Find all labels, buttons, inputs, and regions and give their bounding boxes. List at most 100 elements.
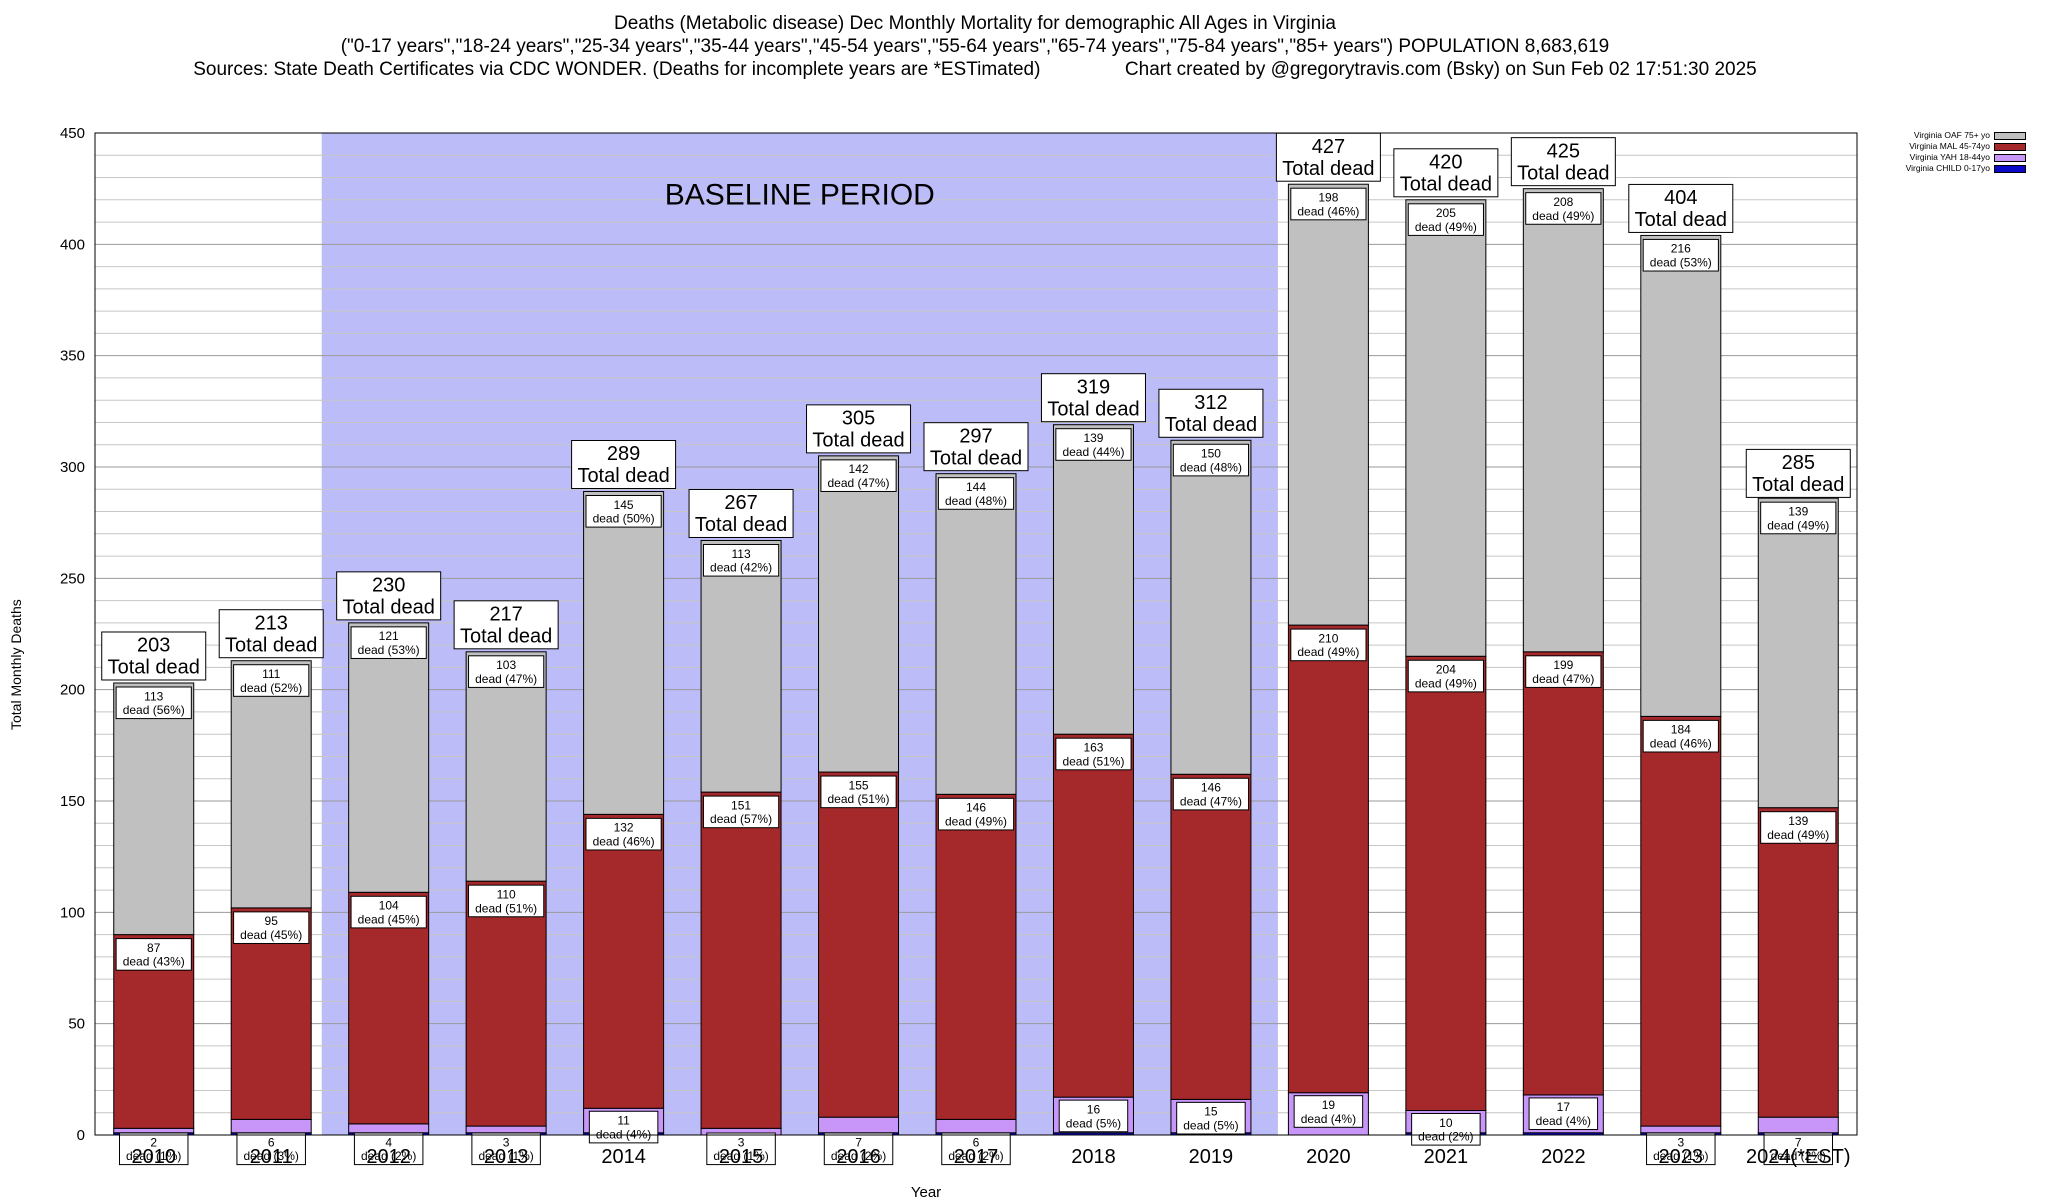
segment-label: dead (47%) [1180,794,1242,808]
segment-label: 110 [497,887,516,901]
total-label: 213 [255,612,288,634]
segment-label-box [115,938,192,971]
segment-label-box [1760,501,1837,535]
segment-label: 199 [1553,658,1573,672]
legend-swatch [1994,154,2026,162]
total-label: 289 [607,443,640,465]
segment-label: dead (47%) [475,672,537,686]
bar-segment [1287,624,1369,1094]
x-tick-label: 2023 [1659,1146,1704,1168]
segment-label-box [233,911,310,944]
plot-frame [94,132,1858,1136]
segment-label: dead (49%) [1297,645,1359,659]
segment-label: dead (47%) [828,476,890,490]
segment-label: 11 [617,1114,630,1128]
bar-segment [1052,424,1134,735]
segment-label-box [115,686,192,720]
segment-label-box [1058,1099,1129,1133]
segment-label: 2 [150,1135,157,1149]
x-tick-label: 2017 [954,1146,999,1168]
segment-label: 19 [1322,1098,1336,1112]
total-label: 285 [1782,452,1815,474]
total-label: Total dead [1635,209,1727,231]
y-tick-label: 100 [60,904,85,921]
segment-label: dead (1%) [713,1149,768,1163]
segment-label-box [1525,192,1602,225]
segment-label-box [585,817,662,851]
segment-label-box [1172,777,1250,811]
segment-label: dead (57%) [710,812,772,826]
total-label: Total dead [1752,474,1844,496]
total-label: Total dead [108,657,200,679]
legend-label: Virginia MAL 45-74yo [1909,141,1990,151]
bar-segment [1522,651,1604,1096]
bar-segment [1640,715,1722,1127]
bar-segment [700,791,782,1129]
total-label: 217 [489,603,522,625]
x-axis-label: Year [911,1184,941,1200]
segment-label: dead (51%) [475,901,537,915]
segment-label: dead (48%) [1180,460,1242,474]
segment-label: dead (47%) [1532,672,1594,686]
segment-label: 145 [614,498,634,512]
total-label: 203 [137,635,170,657]
total-label: Total dead [695,514,787,536]
x-tick-label: 2019 [1189,1146,1234,1168]
chart-legend: Virginia OAF 75+ yo Virginia MAL 45-74yo V… [1880,130,2030,174]
legend-label: Virginia OAF 75+ yo [1913,130,1990,140]
legend-swatch [1994,132,2026,140]
segment-label: 146 [1201,781,1221,795]
x-tick-label: 2011 [250,1146,293,1168]
x-tick-label: 2012 [366,1146,411,1168]
segment-label: 87 [147,941,161,955]
bar-segment [348,622,430,893]
segment-label: 103 [496,658,516,672]
total-label-box [1510,137,1616,187]
total-label: Total dead [577,465,669,487]
segment-label: 184 [1671,723,1691,737]
x-tick-label: 2022 [1541,1146,1586,1168]
segment-label: 121 [379,629,399,643]
segment-label: dead (49%) [1767,518,1829,532]
bar-segment [230,1118,312,1134]
bar-segment [935,793,1017,1120]
segment-label: 95 [265,914,279,928]
x-tick-label: 2016 [836,1146,881,1168]
segment-label-box [1525,655,1602,688]
total-label: 420 [1429,151,1462,173]
total-label-box [688,488,794,538]
chart-sources: Sources: State Death Certificates via CD… [193,59,1757,80]
segment-label: dead (3%) [244,1149,299,1163]
segment-label: 3 [1677,1135,1684,1149]
x-tick-label: 2020 [1306,1146,1351,1168]
bar-segment [583,813,665,1109]
segment-label-box [1642,238,1719,272]
bar-segment [1757,497,1839,809]
x-tick-label: 2014 [601,1146,646,1168]
segment-label-box [1411,1113,1481,1146]
segment-label-box [1528,1097,1599,1131]
bar-segment [935,473,1017,795]
bar-segment [818,771,900,1118]
bar-segment [1522,188,1604,653]
bar-segment [818,1116,900,1134]
segment-label: dead (51%) [1062,754,1124,768]
bar-segment [1170,773,1252,1100]
segment-label-box [471,1132,541,1166]
segment-label: 7 [855,1135,862,1149]
y-tick-label: 400 [60,236,85,253]
total-label-box [101,631,207,681]
total-label: 425 [1547,140,1580,162]
segment-label: 198 [1318,191,1338,205]
segment-label: 7 [1795,1135,1802,1149]
bar-segment [1170,439,1252,775]
segment-label-box [702,795,780,829]
total-label-box [571,439,677,489]
bar-segment [818,455,900,773]
total-label-box [1628,183,1734,233]
total-label: Total dead [460,625,552,647]
segment-label: dead (53%) [1650,256,1712,270]
total-label: Total dead [1282,158,1374,180]
segment-label: dead (53%) [358,643,420,657]
total-label-box [923,422,1029,472]
